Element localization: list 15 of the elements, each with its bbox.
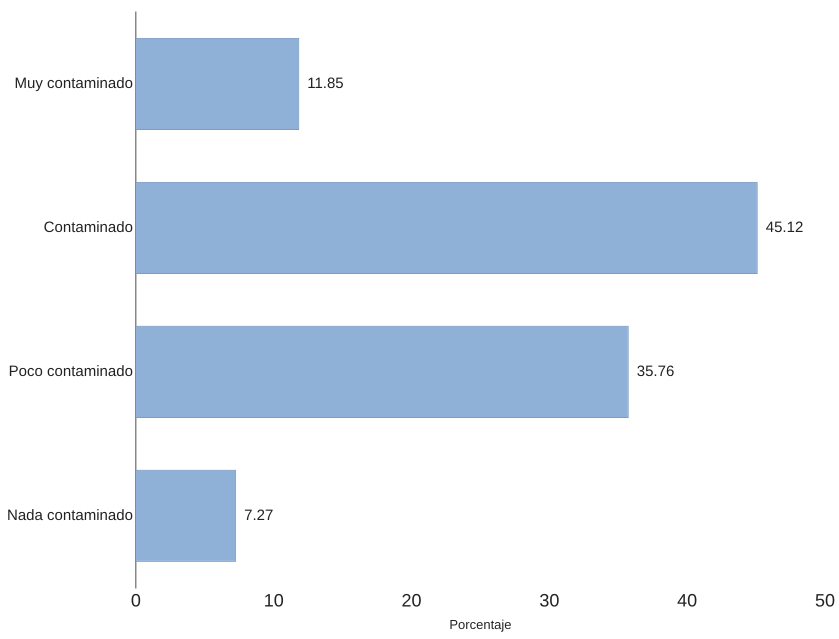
- x-tick-label: 50: [814, 590, 836, 611]
- y-tick-label: Poco contaminado: [8, 363, 133, 380]
- x-tick-label: 20: [402, 590, 422, 611]
- x-tick-label: 30: [539, 590, 560, 611]
- y-tick-label: Contaminado: [44, 219, 133, 236]
- data-label: 11.85: [307, 75, 344, 92]
- data-label: 45.12: [766, 219, 804, 236]
- x-tick-label: 10: [264, 590, 284, 611]
- data-label: 35.76: [636, 363, 674, 380]
- x-tick-label: 0: [130, 590, 141, 611]
- y-tick-label: Nada contaminado: [6, 506, 133, 524]
- y-tick-label: Muy contaminado: [14, 75, 133, 92]
- x-tick-label: 40: [677, 590, 698, 611]
- x-axis-title: Porcentaje: [449, 616, 512, 632]
- data-label: 7.27: [244, 506, 274, 524]
